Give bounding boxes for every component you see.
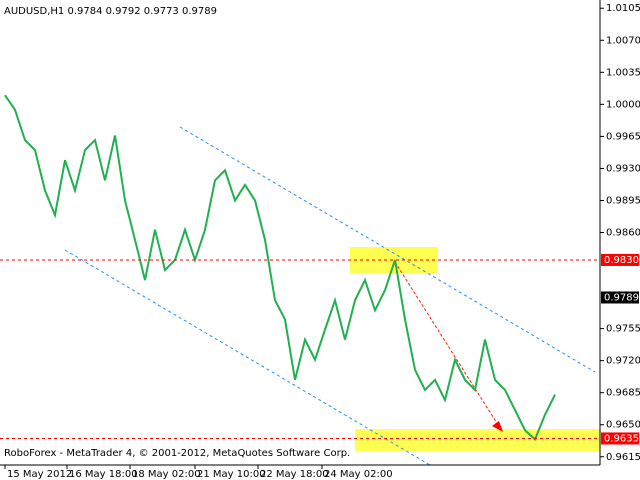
x-tick-label: 21 May 10:00 — [197, 469, 266, 480]
price-marker — [601, 291, 639, 304]
footer: RoboForex - MetaTrader 4, © 2001-2012, M… — [4, 448, 350, 459]
price-marker — [601, 253, 639, 266]
y-tick-label: 0.9860 — [606, 228, 640, 239]
price-marker — [601, 432, 639, 445]
y-tick-label: 0.9685 — [606, 388, 640, 399]
x-tick-label: 18 May 02:00 — [132, 469, 201, 480]
highlight-zone — [355, 429, 600, 451]
channel-line — [179, 126, 596, 373]
y-tick-label: 0.9930 — [606, 163, 640, 174]
chart-title: AUDUSD,H1 0.9784 0.9792 0.9773 0.9789 — [4, 6, 217, 17]
y-tick-label: 0.9615 — [606, 452, 640, 463]
arrow-head — [492, 421, 503, 432]
highlight-zone — [350, 247, 437, 273]
x-tick-label: 24 May 02:00 — [324, 469, 393, 480]
price-line — [4, 94, 556, 442]
forecast-arrow — [394, 261, 501, 429]
price-marker-label: 0.9635 — [604, 433, 639, 444]
y-tick-label: 1.0000 — [606, 99, 640, 110]
channel-line — [64, 249, 431, 466]
y-tick-label: 0.9650 — [606, 420, 640, 431]
y-tick-label: 0.9895 — [606, 195, 640, 206]
x-tick-label: 16 May 18:00 — [69, 469, 138, 480]
y-tick-label: 1.0070 — [606, 35, 640, 46]
price-marker-label: 0.9830 — [604, 255, 639, 266]
y-tick-label: 0.9965 — [606, 131, 640, 142]
x-tick-label: 22 May 18:00 — [260, 469, 329, 480]
y-tick-label: 0.9755 — [606, 324, 640, 335]
x-tick-label: 15 May 2012 — [7, 469, 72, 480]
price-marker-label: 0.9789 — [604, 292, 639, 303]
y-tick-label: 1.0105 — [606, 3, 640, 14]
y-tick-label: 0.9720 — [606, 356, 640, 367]
y-tick-label: 1.0035 — [606, 67, 640, 78]
